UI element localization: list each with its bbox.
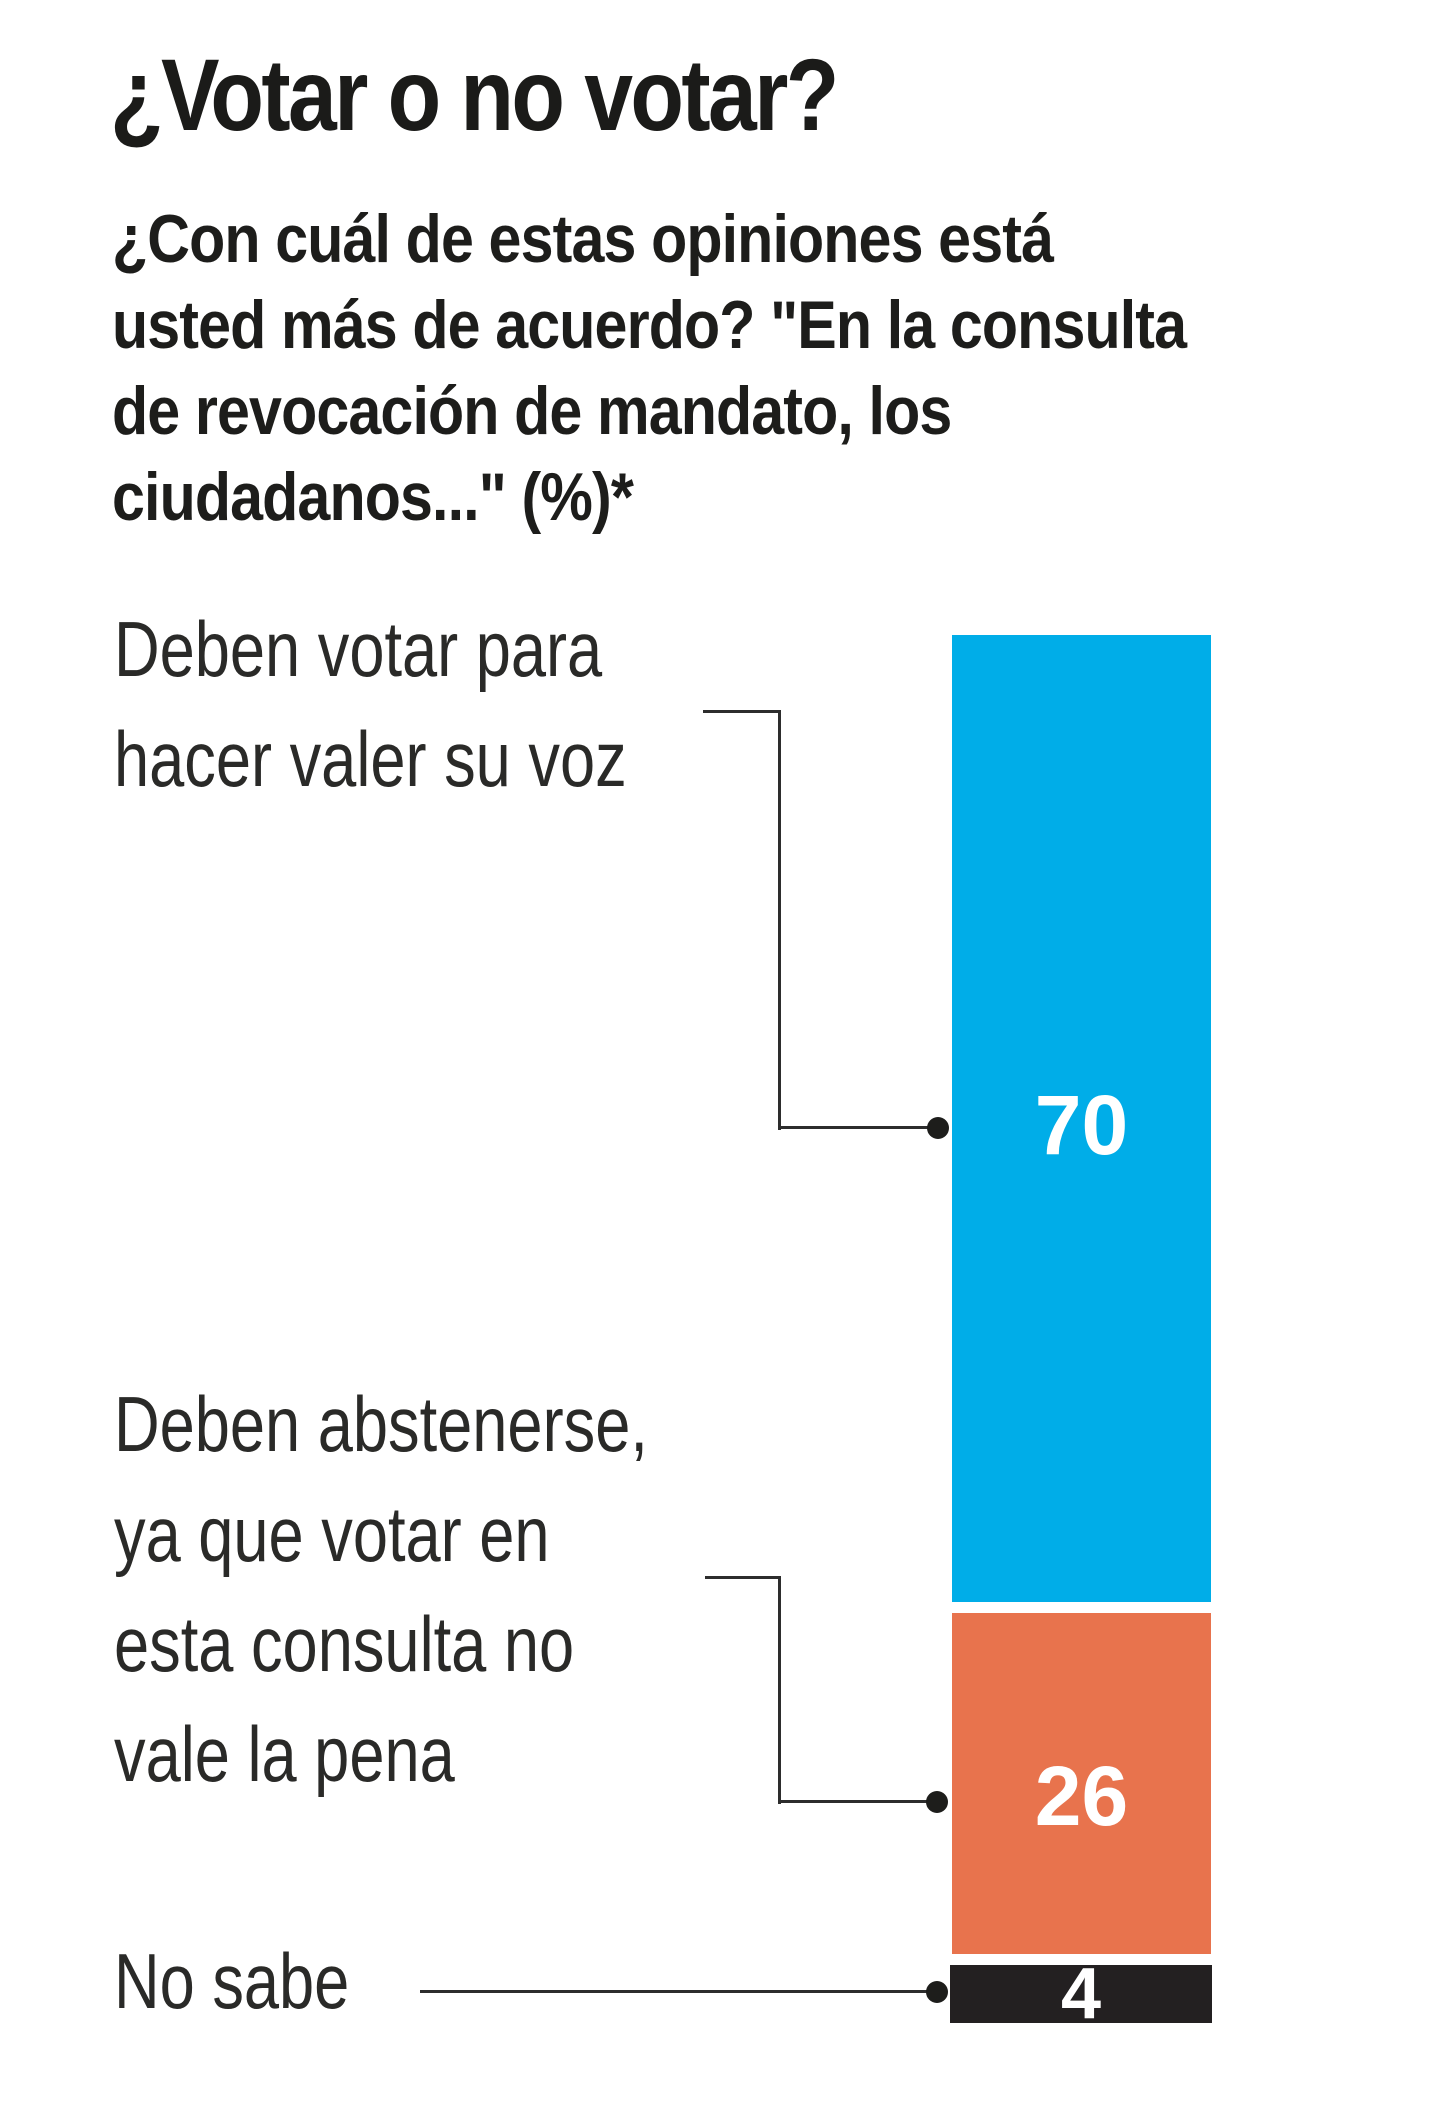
category-label-deben-votar-line-1: Deben votar para xyxy=(114,605,603,693)
value-label-deben-votar: 70 xyxy=(1034,1078,1129,1172)
category-label-deben-abstenerse: Deben abstenerse, ya que votar en esta c… xyxy=(114,1369,648,1809)
category-label-deben-abstenerse-line-4: vale la pena xyxy=(114,1710,455,1798)
category-label-no-sabe-line-1: No sabe xyxy=(114,1937,350,2025)
value-label-deben-abstenerse: 26 xyxy=(1034,1749,1129,1843)
bar-segment-no-sabe xyxy=(950,1965,1212,2023)
category-label-deben-abstenerse-line-2: ya que votar en xyxy=(114,1490,550,1578)
chart-subtitle: ¿Con cuál de estas opiniones está usted … xyxy=(112,196,1187,540)
connector-deben-abstenerse-dot xyxy=(926,1791,948,1813)
category-label-deben-votar-line-2: hacer valer su voz xyxy=(114,715,627,803)
subtitle-line-2: usted más de acuerdo? "En la consulta xyxy=(112,287,1187,363)
connector-deben-votar-top-segment xyxy=(703,710,781,713)
bar-segment-deben-abstenerse xyxy=(952,1613,1211,1954)
connector-deben-votar-bottom-segment xyxy=(779,1126,938,1129)
connector-no-sabe-line xyxy=(420,1990,930,1993)
connector-deben-votar-vertical-segment xyxy=(778,710,781,1130)
category-label-deben-abstenerse-line-1: Deben abstenerse, xyxy=(114,1380,648,1468)
subtitle-line-4: ciudadanos..." (%)* xyxy=(112,459,634,535)
chart-title: ¿Votar o no votar? xyxy=(110,38,839,152)
connector-deben-votar-dot xyxy=(927,1117,949,1139)
category-label-deben-abstenerse-line-3: esta consulta no xyxy=(114,1600,575,1688)
connector-deben-abstenerse-vertical-segment xyxy=(778,1576,781,1804)
category-label-no-sabe: No sabe xyxy=(114,1926,349,2036)
connector-no-sabe-dot xyxy=(926,1981,948,2003)
bar-segment-deben-votar xyxy=(952,635,1211,1602)
connector-deben-abstenerse-bottom-segment xyxy=(778,1800,937,1803)
subtitle-line-3: de revocación de mandato, los xyxy=(112,373,952,449)
value-label-no-sabe: 4 xyxy=(1060,1954,1102,2034)
subtitle-line-1: ¿Con cuál de estas opiniones está xyxy=(112,201,1054,277)
connector-deben-abstenerse-top-segment xyxy=(705,1576,781,1579)
category-label-deben-votar: Deben votar para hacer valer su voz xyxy=(114,594,627,814)
